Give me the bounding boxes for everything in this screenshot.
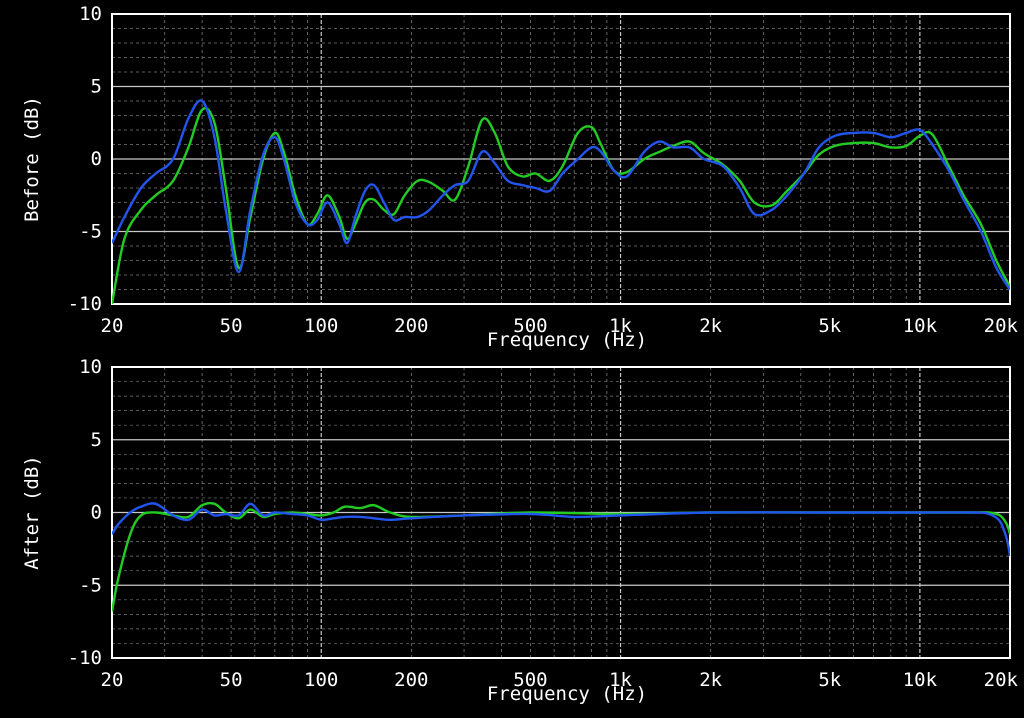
series-line-green <box>112 107 1010 305</box>
x-tick-label: 2k <box>699 315 722 337</box>
y-tick-label: 5 <box>91 429 102 451</box>
x-tick-label: 20k <box>984 669 1019 691</box>
series-line-blue <box>112 502 1010 557</box>
x-tick-label: 100 <box>304 669 338 691</box>
y-tick-label: 10 <box>79 3 102 25</box>
y-axis-label: After (dB) <box>21 455 43 569</box>
y-tick-label: 0 <box>91 148 102 170</box>
x-tick-label: 2k <box>699 669 722 691</box>
y-tick-label: -5 <box>79 221 102 243</box>
series-line-green <box>112 501 1010 612</box>
x-axis-label: Frequency (Hz) <box>487 683 647 705</box>
y-axis-label: Before (dB) <box>21 96 43 222</box>
y-tick-label: 5 <box>91 76 102 98</box>
series-line-blue <box>112 99 1010 291</box>
x-tick-label: 5k <box>818 315 841 337</box>
y-tick-label: -5 <box>79 574 102 596</box>
plot-frame <box>111 13 1011 305</box>
x-tick-label: 200 <box>394 669 428 691</box>
x-tick-label: 20k <box>984 315 1019 337</box>
y-tick-label: 10 <box>79 356 102 378</box>
x-tick-label: 10k <box>903 315 938 337</box>
x-tick-label: 10k <box>903 669 938 691</box>
x-tick-label: 1k <box>609 669 632 691</box>
y-tick-label: 0 <box>91 502 102 524</box>
x-tick-label: 200 <box>394 315 428 337</box>
x-tick-label: 20 <box>101 315 124 337</box>
x-tick-label: 5k <box>818 669 841 691</box>
x-tick-label: 500 <box>513 669 547 691</box>
x-tick-label: 1k <box>609 315 632 337</box>
y-tick-label: -10 <box>68 647 102 669</box>
y-tick-label: -10 <box>68 293 102 315</box>
plot-frame <box>111 366 1011 659</box>
x-tick-label: 100 <box>304 315 338 337</box>
x-tick-label: 50 <box>220 315 243 337</box>
x-tick-label: 20 <box>101 669 124 691</box>
x-axis-label: Frequency (Hz) <box>487 329 647 351</box>
x-tick-label: 500 <box>513 315 547 337</box>
x-tick-label: 50 <box>220 669 243 691</box>
